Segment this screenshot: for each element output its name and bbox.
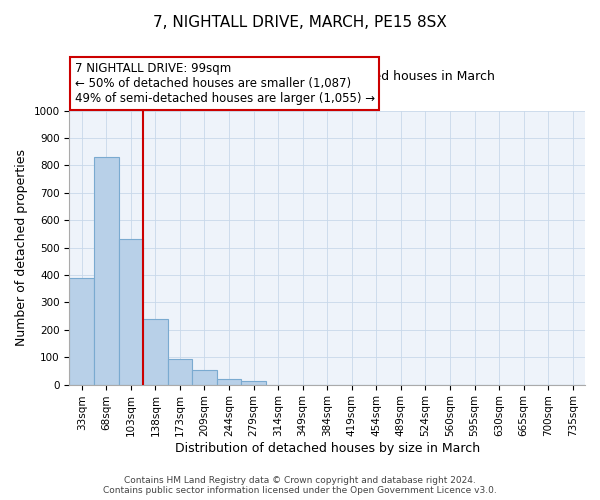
Bar: [70, 278, 94, 384]
Text: 7 NIGHTALL DRIVE: 99sqm
← 50% of detached houses are smaller (1,087)
49% of semi: 7 NIGHTALL DRIVE: 99sqm ← 50% of detache…: [74, 62, 374, 105]
Bar: [241, 382, 266, 384]
Title: Size of property relative to detached houses in March: Size of property relative to detached ho…: [159, 70, 495, 83]
Bar: [94, 158, 119, 384]
Bar: [217, 379, 241, 384]
Bar: [192, 370, 217, 384]
Bar: [119, 240, 143, 384]
Text: 7, NIGHTALL DRIVE, MARCH, PE15 8SX: 7, NIGHTALL DRIVE, MARCH, PE15 8SX: [153, 15, 447, 30]
Bar: [143, 319, 167, 384]
X-axis label: Distribution of detached houses by size in March: Distribution of detached houses by size …: [175, 442, 480, 455]
Y-axis label: Number of detached properties: Number of detached properties: [15, 149, 28, 346]
Bar: [167, 358, 192, 384]
Text: Contains HM Land Registry data © Crown copyright and database right 2024.
Contai: Contains HM Land Registry data © Crown c…: [103, 476, 497, 495]
